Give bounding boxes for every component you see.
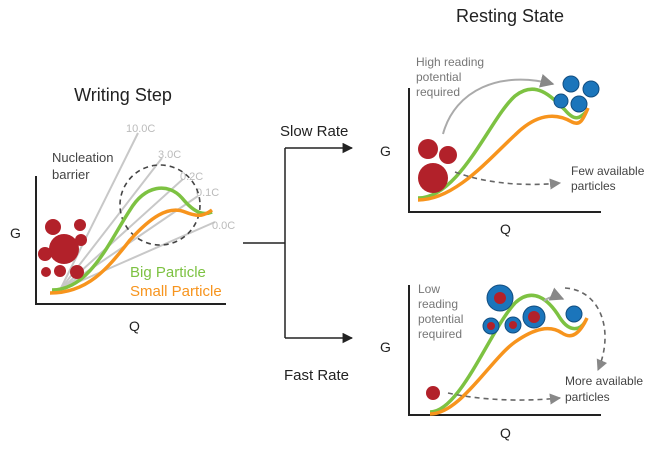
particle [75,234,87,246]
nucleation-label: Nucleation [52,150,113,165]
blue-particle [553,93,569,109]
slow-note-line1: High reading [416,55,484,69]
small-particle-curve [49,208,214,295]
blue-particle [562,75,580,93]
particle [70,265,84,279]
slow-rate-panel: G Q High reading potential required Few … [380,55,645,237]
writing-x-label: Q [129,318,140,334]
particle-core [528,311,540,323]
fast-note-line4: required [418,327,462,341]
slow-y-label: G [380,143,391,159]
slow-x-label: Q [500,221,511,237]
rate-label-02c: 0.2C [180,171,203,183]
rate-label-10c: 10.0C [126,123,155,135]
particle [418,139,438,159]
reading-arrow-short [543,287,565,302]
rate-label-3c: 3.0C [158,149,181,161]
blue-particle [565,305,583,323]
slow-note-line2: potential [416,70,461,84]
blue-particle [570,95,588,113]
rate-branches: Slow Rate Fast Rate [243,123,354,384]
slow-side-line1: Few available [571,164,645,178]
particle-large [49,234,79,264]
side-arrow-bottom [447,392,562,405]
fast-small-particle-curve [429,317,589,416]
fast-note-line2: reading [418,297,458,311]
fast-big-particle-curve [429,293,587,414]
particle [45,219,61,235]
particle [439,146,457,164]
fast-side-line2: particles [565,390,610,404]
fast-rate-panel: G Q Low reading potential required More … [380,282,643,441]
particle-core [494,292,506,304]
blue-particle [582,80,600,98]
legend-small-particle: Small Particle [130,283,222,300]
fast-side-line1: More available [565,374,643,388]
particle [38,247,52,261]
fast-note-line1: Low [418,282,440,296]
rate-line-10c [59,132,139,291]
reading-arrow [442,74,555,135]
more-particles-arrow [564,287,608,372]
particle [41,267,51,277]
fast-x-label: Q [500,425,511,441]
writing-step-title: Writing Step [74,85,172,105]
writing-y-label: G [10,225,21,241]
writing-step-panel: 10.0C 3.0C 0.2C 0.1C 0.0C Nucleation bar… [10,123,235,334]
slow-rate-label: Slow Rate [280,123,348,140]
rate-label-01c: 0.1C [196,187,219,199]
side-arrow [454,171,562,190]
fast-y-label: G [380,339,391,355]
particle [54,265,66,277]
particle-large [418,163,448,193]
slow-note-line3: required [416,85,460,99]
fast-note-line3: potential [418,312,463,326]
legend-big-particle: Big Particle [130,264,206,281]
slow-side-line2: particles [571,179,616,193]
barrier-label: barrier [52,167,90,182]
slow-big-particle-curve [417,87,588,200]
slow-small-particle-curve [417,107,590,202]
particle-core [509,321,517,329]
particle [426,386,440,400]
particle-core [487,322,495,330]
fast-rate-label: Fast Rate [284,367,349,384]
particle [74,219,86,231]
rate-label-00c: 0.0C [212,220,235,232]
nucleation-barrier-circle [119,164,201,246]
resting-state-title: Resting State [456,6,564,26]
big-particle-curve [51,186,213,292]
